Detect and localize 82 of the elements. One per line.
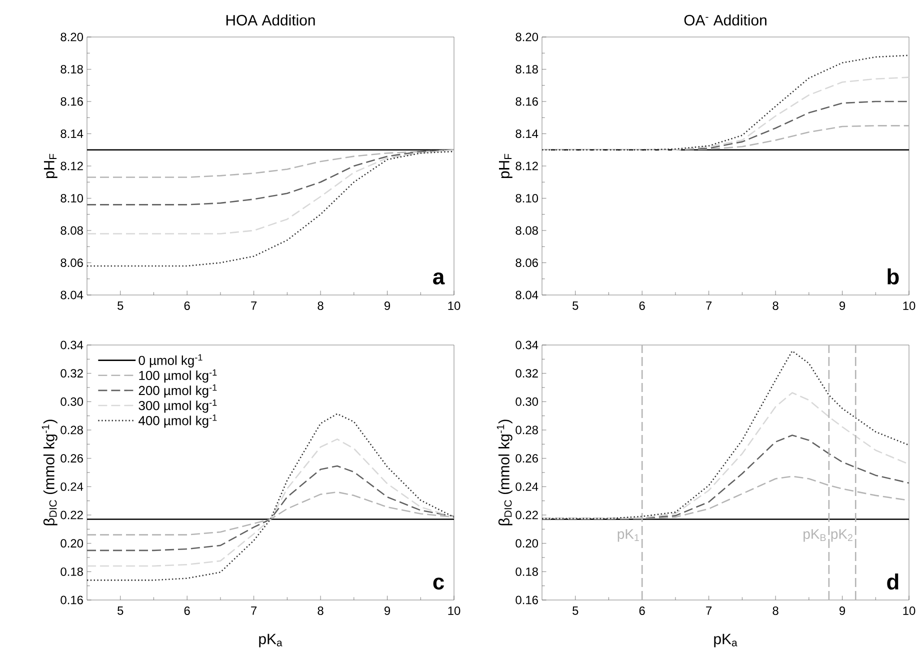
- y-tick-label: 0.34: [60, 340, 84, 350]
- y-tick-label: 8.16: [516, 97, 538, 106]
- y-tick-label: 8.06: [516, 258, 538, 267]
- x-tick-label: 8: [772, 302, 778, 310]
- x-tick-label: 10: [448, 606, 460, 615]
- x-tick-label: 8: [318, 302, 324, 310]
- y-tick-label: 0.22: [60, 510, 83, 520]
- x-tick-label: 6: [184, 606, 190, 615]
- y-tick-label: 8.04: [516, 290, 538, 300]
- x-tick-label: 9: [840, 302, 846, 310]
- y-tick-label: 8.14: [60, 130, 84, 138]
- x-tick-label: 9: [384, 606, 390, 615]
- y-tick-label: 0.20: [516, 539, 538, 548]
- x-tick-label: 9: [840, 606, 846, 615]
- y-tick-label: 8.18: [516, 65, 538, 74]
- y-tick-label: 8.12: [516, 162, 538, 170]
- chart-title: OA$^{-}$ Addition: [684, 14, 766, 26]
- y-tick-label: 0.18: [516, 567, 538, 576]
- y-tick-label: 8.18: [60, 65, 83, 74]
- chart-title: HOA Addition: [226, 14, 315, 26]
- legend-label: 400 µmol kg$^{-1}$: [138, 414, 217, 428]
- x-tick-label: 10: [903, 606, 916, 615]
- y-tick-label: 8.14: [516, 130, 538, 138]
- ref-line-label: pK$_{1}$: [618, 529, 639, 542]
- x-axis-title: pK$_{a}$: [259, 634, 282, 648]
- legend-label: 200 µmol kg$^{-1}$: [138, 384, 217, 398]
- y-tick-label: 0.24: [516, 482, 538, 491]
- y-tick-label: 0.30: [516, 397, 538, 406]
- legend-label: 0 µmol kg$^{-1}$: [138, 354, 202, 368]
- y-tick-label: 0.26: [60, 454, 83, 463]
- y-axis-title: β$_{DIC}$ (mmol kg$^{-1}$): [496, 420, 512, 526]
- y-tick-label: 0.30: [60, 397, 84, 406]
- x-tick-label: 6: [639, 606, 645, 615]
- y-tick-label: 0.28: [516, 426, 538, 434]
- y-tick-label: 0.16: [60, 596, 83, 604]
- annotation: d: [887, 573, 898, 590]
- y-tick-label: 0.24: [60, 482, 84, 491]
- x-tick-label: 10: [448, 302, 460, 310]
- annotation: b: [888, 268, 899, 284]
- annotation: c: [433, 578, 444, 590]
- x-tick-label: 8: [772, 606, 778, 615]
- y-tick-label: 8.08: [516, 226, 538, 235]
- x-tick-label: 6: [184, 302, 190, 310]
- y-tick-label: 0.16: [516, 596, 538, 604]
- y-tick-label: 0.18: [60, 567, 83, 576]
- y-axis-title: β$_{DIC}$ (mmol kg$^{-1}$): [42, 420, 58, 526]
- y-tick-label: 0.22: [516, 510, 538, 520]
- ref-line-label: pK$_{2}$: [831, 529, 852, 542]
- y-tick-label: 8.20: [60, 32, 84, 42]
- y-axis-title: pH$_{F}$: [498, 154, 512, 178]
- legend-label: 100 µmol kg$^{-1}$: [139, 369, 217, 383]
- y-tick-label: 8.10: [516, 194, 538, 202]
- x-axis-title: pK$_{a}$: [714, 634, 738, 648]
- y-tick-label: 0.32: [60, 369, 83, 378]
- y-axis-title: pH$_{F}$: [44, 154, 58, 178]
- ref-line-label: pK$_{B}$: [804, 529, 826, 542]
- x-tick-label: 6: [639, 302, 645, 310]
- y-tick-label: 8.06: [60, 258, 83, 267]
- legend-label: 300 µmol kg$^{-1}$: [138, 399, 217, 413]
- annotation: a: [433, 272, 445, 284]
- x-tick-label: 7: [706, 606, 712, 615]
- y-tick-label: 0.34: [516, 340, 538, 350]
- x-tick-label: 7: [706, 302, 712, 310]
- y-tick-label: 0.20: [60, 539, 84, 548]
- x-tick-label: 5: [118, 302, 124, 310]
- x-tick-label: 5: [572, 302, 578, 310]
- x-tick-label: 7: [251, 302, 257, 310]
- y-tick-label: 0.26: [516, 454, 538, 463]
- x-tick-label: 10: [903, 302, 916, 310]
- y-tick-label: 8.20: [516, 32, 538, 42]
- y-tick-label: 8.12: [60, 162, 83, 170]
- x-tick-label: 9: [384, 302, 390, 310]
- y-tick-label: 8.16: [60, 97, 83, 106]
- x-tick-label: 8: [318, 606, 324, 615]
- y-tick-label: 8.08: [60, 226, 83, 235]
- y-tick-label: 8.04: [60, 290, 84, 300]
- y-tick-label: 0.28: [60, 426, 83, 434]
- x-tick-label: 5: [118, 606, 124, 615]
- x-tick-label: 7: [251, 606, 257, 615]
- x-tick-label: 5: [572, 606, 578, 615]
- y-tick-label: 8.10: [60, 194, 84, 202]
- y-tick-label: 0.32: [516, 369, 538, 378]
